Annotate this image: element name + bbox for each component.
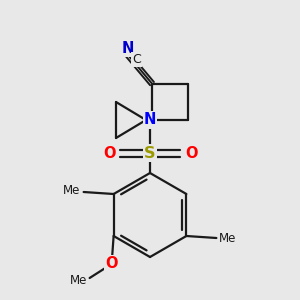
Text: Me: Me bbox=[70, 274, 88, 286]
Text: O: O bbox=[103, 146, 115, 160]
Text: O: O bbox=[105, 256, 118, 272]
Text: S: S bbox=[144, 146, 156, 160]
Text: Me: Me bbox=[63, 184, 81, 197]
Text: N: N bbox=[122, 41, 134, 56]
Text: O: O bbox=[185, 146, 197, 160]
Text: Me: Me bbox=[219, 232, 237, 245]
Text: C: C bbox=[132, 53, 141, 66]
Text: N: N bbox=[144, 112, 156, 128]
